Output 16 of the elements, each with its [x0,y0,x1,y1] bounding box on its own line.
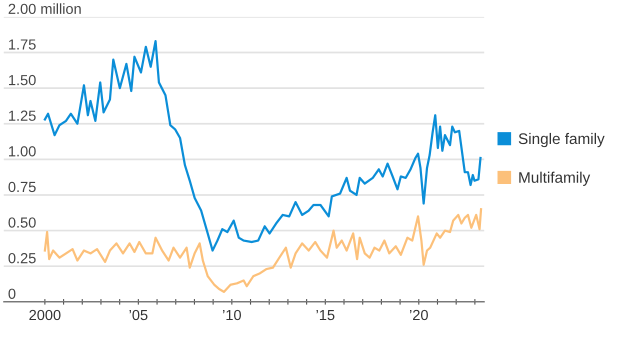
y-tick-label: 1.00 [9,146,36,156]
x-tick-label: 2000 [29,310,61,320]
x-tick-label: ’20 [410,310,428,320]
y-tick-label: 0 [8,288,16,299]
y-tick-label: 1.25 [9,110,36,121]
legend-label: Multifamily [519,172,590,186]
y-tick-label: 0.50 [8,217,36,228]
x-tick-label: ’10 [223,310,241,320]
y-tick-label: 1.50 [9,74,36,86]
y-tick-label: 1.75 [9,39,36,50]
y-tick-label: 0.75 [8,182,36,192]
y-tick-label: 2.00 million [8,3,81,14]
y-tick-label: 0.25 [8,253,36,264]
x-tick-label: ’15 [316,310,334,320]
legend-label: Single family [518,132,605,148]
x-tick-label: ’05 [130,310,148,320]
